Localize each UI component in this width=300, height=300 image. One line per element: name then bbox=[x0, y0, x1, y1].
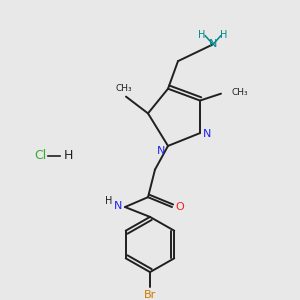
Text: CH₃: CH₃ bbox=[116, 84, 132, 93]
Text: O: O bbox=[176, 202, 184, 212]
Text: N: N bbox=[114, 201, 122, 211]
Text: N: N bbox=[157, 146, 165, 156]
Text: H: H bbox=[198, 29, 206, 40]
Text: N: N bbox=[203, 129, 211, 139]
Text: H: H bbox=[220, 29, 228, 40]
Text: H: H bbox=[63, 149, 73, 162]
Text: N: N bbox=[209, 39, 217, 50]
Text: Br: Br bbox=[144, 290, 156, 300]
Text: H: H bbox=[105, 196, 113, 206]
Text: CH₃: CH₃ bbox=[231, 88, 247, 97]
Text: Cl: Cl bbox=[34, 149, 46, 162]
